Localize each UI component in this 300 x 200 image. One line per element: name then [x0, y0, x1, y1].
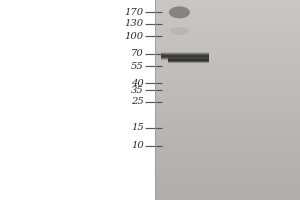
- Text: 25: 25: [131, 97, 144, 106]
- Ellipse shape: [170, 27, 188, 35]
- Bar: [0, 0, 154, 200]
- Text: 55: 55: [131, 62, 144, 71]
- Text: 35: 35: [131, 86, 144, 95]
- Text: 170: 170: [124, 8, 144, 17]
- Text: 100: 100: [124, 32, 144, 41]
- Text: 130: 130: [124, 19, 144, 28]
- Text: 10: 10: [131, 142, 144, 150]
- Text: 70: 70: [131, 49, 144, 58]
- Text: 15: 15: [131, 123, 144, 132]
- Ellipse shape: [169, 6, 190, 18]
- Text: 40: 40: [131, 78, 144, 88]
